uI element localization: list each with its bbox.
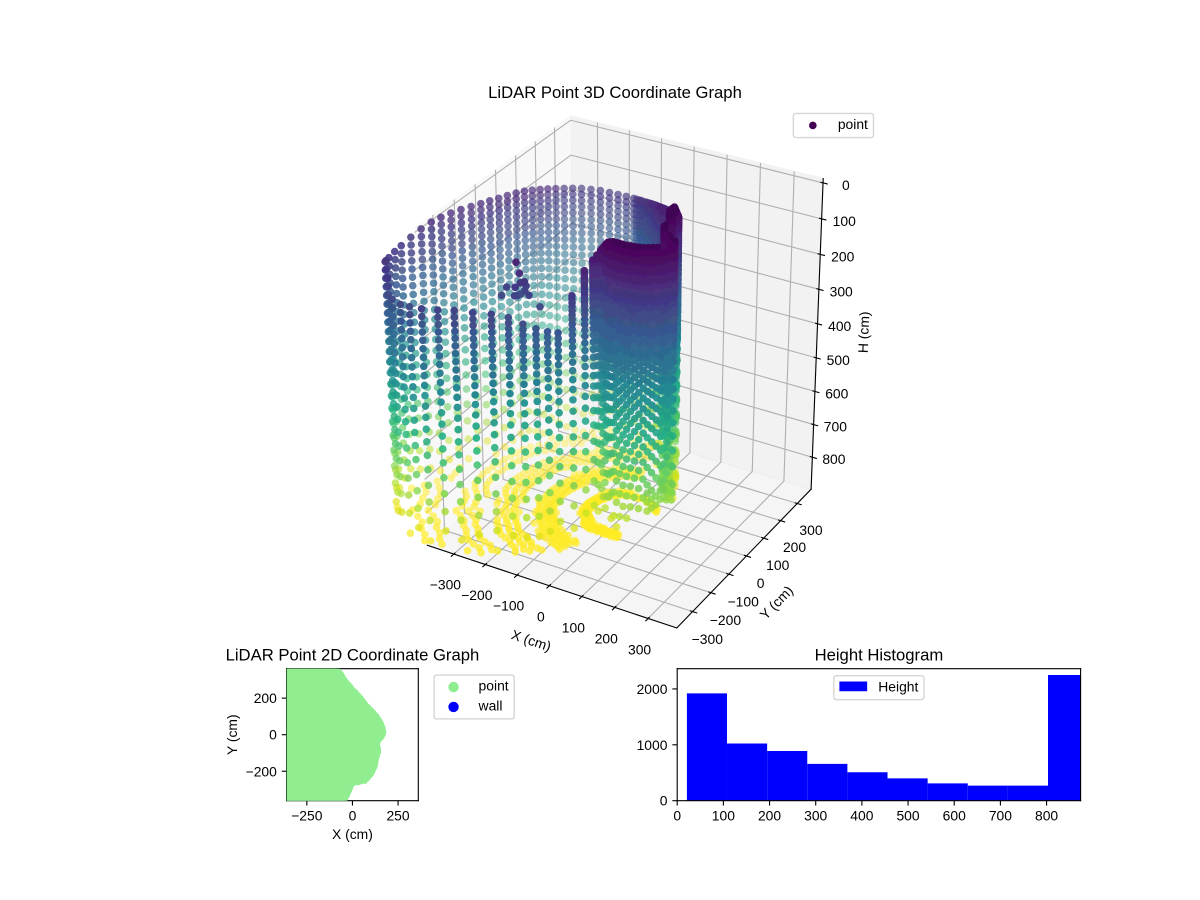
svg-text:700: 700 bbox=[989, 807, 1012, 823]
svg-text:200: 200 bbox=[783, 539, 806, 555]
svg-text:0: 0 bbox=[757, 575, 765, 591]
svg-text:point: point bbox=[838, 116, 868, 132]
svg-text:−100: −100 bbox=[493, 598, 525, 614]
svg-text:200: 200 bbox=[831, 249, 854, 265]
svg-text:250: 250 bbox=[386, 807, 409, 823]
svg-text:1000: 1000 bbox=[637, 737, 668, 753]
svg-text:100: 100 bbox=[562, 619, 585, 635]
svg-text:200: 200 bbox=[758, 807, 781, 823]
svg-text:200: 200 bbox=[254, 690, 277, 706]
svg-text:500: 500 bbox=[896, 807, 919, 823]
svg-text:200: 200 bbox=[595, 631, 618, 647]
svg-text:300: 300 bbox=[799, 522, 822, 538]
svg-text:Height Histogram: Height Histogram bbox=[815, 645, 944, 664]
svg-text:−200: −200 bbox=[461, 587, 493, 603]
svg-text:0: 0 bbox=[842, 177, 850, 193]
svg-text:0: 0 bbox=[349, 807, 357, 823]
svg-text:100: 100 bbox=[833, 213, 856, 229]
svg-text:0: 0 bbox=[673, 807, 681, 823]
svg-text:400: 400 bbox=[850, 807, 873, 823]
svg-text:600: 600 bbox=[825, 385, 848, 401]
svg-text:100: 100 bbox=[712, 807, 735, 823]
svg-text:point: point bbox=[479, 678, 509, 694]
svg-text:700: 700 bbox=[824, 419, 847, 435]
svg-text:−100: −100 bbox=[728, 593, 760, 609]
svg-text:Height: Height bbox=[878, 678, 918, 694]
svg-text:300: 300 bbox=[830, 283, 853, 299]
svg-text:100: 100 bbox=[766, 557, 789, 573]
svg-text:0: 0 bbox=[537, 609, 545, 625]
svg-text:−300: −300 bbox=[692, 631, 724, 647]
svg-text:Y (cm): Y (cm) bbox=[224, 714, 240, 755]
svg-text:600: 600 bbox=[943, 807, 966, 823]
svg-text:−200: −200 bbox=[246, 763, 278, 779]
svg-text:−250: −250 bbox=[291, 807, 323, 823]
svg-text:LiDAR Point 2D Coordinate Grap: LiDAR Point 2D Coordinate Graph bbox=[226, 645, 480, 664]
svg-text:400: 400 bbox=[828, 318, 851, 334]
svg-text:−200: −200 bbox=[710, 612, 742, 628]
svg-text:800: 800 bbox=[1035, 807, 1058, 823]
svg-text:800: 800 bbox=[822, 451, 845, 467]
svg-text:0: 0 bbox=[660, 793, 668, 809]
svg-text:300: 300 bbox=[804, 807, 827, 823]
svg-text:X (cm): X (cm) bbox=[332, 826, 373, 842]
svg-text:500: 500 bbox=[827, 352, 850, 368]
svg-text:wall: wall bbox=[478, 698, 503, 714]
svg-text:2000: 2000 bbox=[637, 681, 668, 697]
svg-text:H (cm): H (cm) bbox=[855, 311, 873, 353]
svg-text:LiDAR Point 3D Coordinate Grap: LiDAR Point 3D Coordinate Graph bbox=[488, 83, 742, 102]
svg-text:300: 300 bbox=[628, 642, 651, 658]
svg-text:0: 0 bbox=[269, 727, 277, 743]
svg-text:−300: −300 bbox=[430, 576, 462, 592]
